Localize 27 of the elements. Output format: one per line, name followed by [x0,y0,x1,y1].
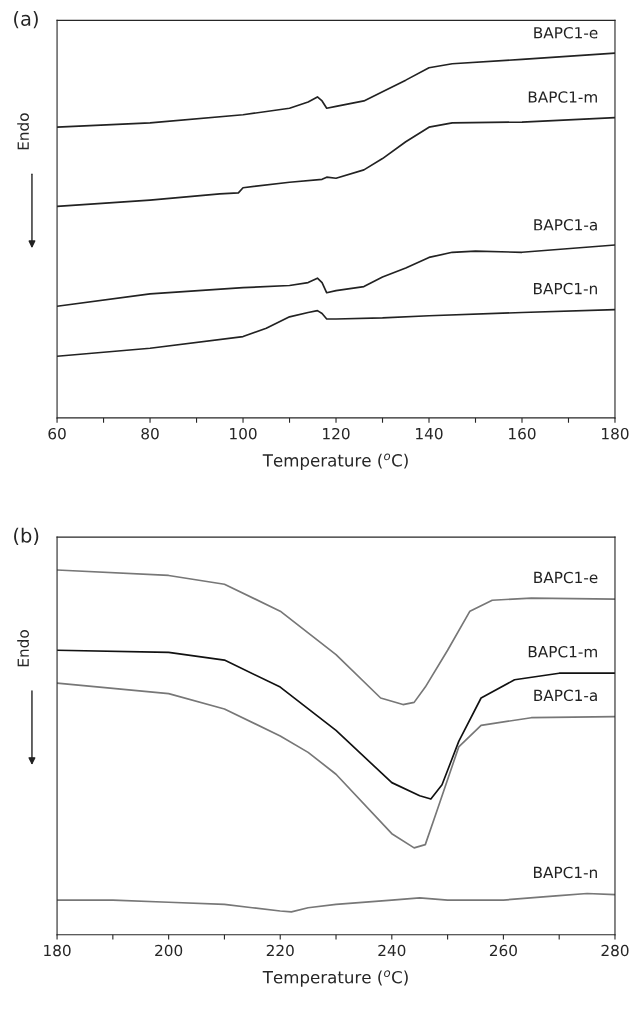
x-tick-label: 100 [230,427,257,440]
series-label: BAPC1-n [534,866,597,879]
x-axis-title: Temperature ($^{o}$C) [262,453,408,470]
series-label: BAPC1-m [528,91,597,103]
series-label: BAPC1-n [534,282,597,295]
chart-title: (b) [14,527,39,546]
x-tick-label: 140 [416,427,443,440]
series-label: BAPC1-m [528,645,597,658]
x-tick-label: 160 [509,427,536,440]
chart-title: (a) [14,10,38,29]
series-label: BAPC1-a [534,689,597,702]
x-tick-label: 60 [48,427,66,440]
x-tick-label: 260 [489,944,517,957]
x-tick-label: 180 [44,944,71,957]
x-tick-label: 280 [601,944,629,957]
series-label: BAPC1-e [534,571,598,584]
x-tick-label: 240 [378,944,406,957]
y-axis-title: Endo [17,630,29,667]
x-axis-title: Temperature ($^{o}$C) [262,970,408,987]
x-tick-label: 220 [266,944,294,957]
series-label: BAPC1-e [534,26,598,39]
x-tick-label: 120 [323,427,350,440]
x-tick-label: 200 [155,944,183,957]
y-axis-title: Endo [17,113,29,150]
series-label: BAPC1-a [534,219,597,231]
x-tick-label: 180 [602,427,629,440]
x-tick-label: 80 [141,427,159,440]
